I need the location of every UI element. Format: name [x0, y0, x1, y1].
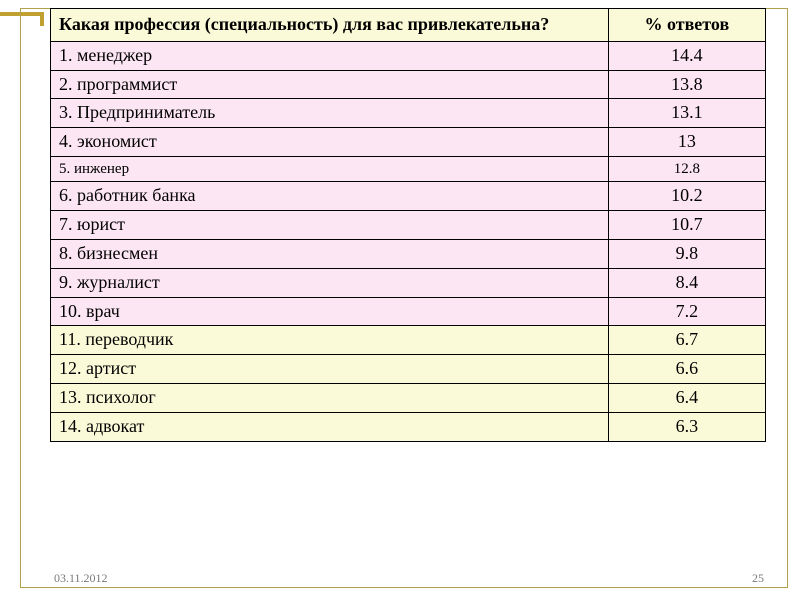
- table-row: 6. работник банка10.2: [51, 182, 766, 211]
- cell-profession: 5. инженер: [51, 156, 609, 182]
- table-row: 8. бизнесмен9.8: [51, 240, 766, 269]
- cell-percent: 13: [608, 128, 765, 157]
- cell-percent: 12.8: [608, 156, 765, 182]
- table-row: 4. экономист13: [51, 128, 766, 157]
- cell-percent: 10.7: [608, 211, 765, 240]
- cell-profession: 4. экономист: [51, 128, 609, 157]
- slide-content: Какая профессия (специальность) для вас …: [50, 8, 766, 570]
- header-profession: Какая профессия (специальность) для вас …: [51, 9, 609, 42]
- cell-profession: 7. юрист: [51, 211, 609, 240]
- cell-profession: 13. психолог: [51, 384, 609, 413]
- table-row: 13. психолог6.4: [51, 384, 766, 413]
- cell-percent: 6.6: [608, 355, 765, 384]
- cell-percent: 7.2: [608, 297, 765, 326]
- cell-profession: 8. бизнесмен: [51, 240, 609, 269]
- table-row: 2. программист13.8: [51, 70, 766, 99]
- footer-page: 25: [752, 571, 764, 586]
- cell-profession: 1. менеджер: [51, 41, 609, 70]
- cell-percent: 6.7: [608, 326, 765, 355]
- table-row: 11. переводчик6.7: [51, 326, 766, 355]
- cell-profession: 10. врач: [51, 297, 609, 326]
- table-header-row: Какая профессия (специальность) для вас …: [51, 9, 766, 42]
- cell-percent: 6.3: [608, 412, 765, 441]
- profession-table: Какая профессия (специальность) для вас …: [50, 8, 766, 442]
- cell-profession: 14. адвокат: [51, 412, 609, 441]
- table-row: 7. юрист10.7: [51, 211, 766, 240]
- header-percent: % ответов: [608, 9, 765, 42]
- cell-profession: 11. переводчик: [51, 326, 609, 355]
- table-row: 12. артист6.6: [51, 355, 766, 384]
- footer-date: 03.11.2012: [54, 571, 108, 586]
- cell-profession: 2. программист: [51, 70, 609, 99]
- cell-percent: 13.1: [608, 99, 765, 128]
- table-row: 3. Предприниматель13.1: [51, 99, 766, 128]
- cell-profession: 9. журналист: [51, 268, 609, 297]
- cell-percent: 10.2: [608, 182, 765, 211]
- cell-percent: 8.4: [608, 268, 765, 297]
- cell-percent: 13.8: [608, 70, 765, 99]
- cell-percent: 14.4: [608, 41, 765, 70]
- table-row: 5. инженер12.8: [51, 156, 766, 182]
- table-body: 1. менеджер14.42. программист13.83. Пред…: [51, 41, 766, 441]
- table-row: 9. журналист8.4: [51, 268, 766, 297]
- cell-percent: 6.4: [608, 384, 765, 413]
- table-row: 10. врач7.2: [51, 297, 766, 326]
- cell-profession: 12. артист: [51, 355, 609, 384]
- table-row: 1. менеджер14.4: [51, 41, 766, 70]
- cell-profession: 6. работник банка: [51, 182, 609, 211]
- cell-percent: 9.8: [608, 240, 765, 269]
- cell-profession: 3. Предприниматель: [51, 99, 609, 128]
- slide-footer: 03.11.2012 25: [54, 571, 764, 586]
- table-row: 14. адвокат6.3: [51, 412, 766, 441]
